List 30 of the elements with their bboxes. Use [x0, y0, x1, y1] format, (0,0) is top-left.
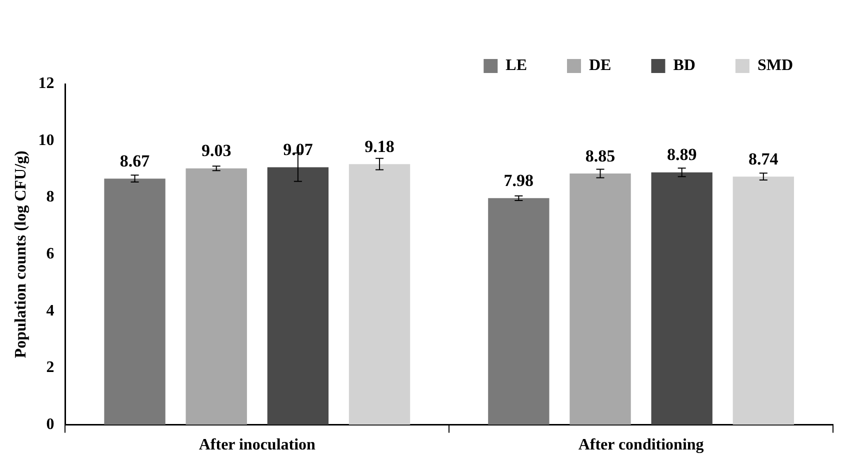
y-axis-title: Population counts (log CFU/g) — [12, 150, 30, 358]
bar — [267, 167, 329, 425]
y-tick-label: 2 — [46, 359, 54, 376]
y-tick-label: 8 — [46, 188, 54, 206]
bar — [570, 173, 631, 425]
bar — [104, 178, 166, 425]
legend-label: DE — [588, 57, 612, 74]
y-tick-label: 12 — [38, 75, 54, 92]
bar — [732, 176, 794, 425]
data-label: 8.67 — [120, 151, 150, 170]
legend-label: SMD — [757, 57, 794, 74]
legend-label: BD — [673, 57, 696, 74]
bar — [348, 164, 410, 425]
y-tick-label: 4 — [46, 302, 54, 320]
data-label: 9.03 — [201, 141, 232, 160]
bar — [651, 172, 712, 425]
data-label: 9.07 — [283, 140, 314, 160]
data-label: 8.89 — [666, 145, 697, 164]
y-tick-label: 0 — [46, 416, 54, 433]
bar — [488, 198, 550, 425]
legend-label: LE — [506, 57, 527, 74]
bar — [186, 168, 247, 425]
y-tick-label: 6 — [46, 246, 54, 263]
x-tick-label: After conditioning — [578, 436, 704, 454]
y-tick-label: 10 — [38, 132, 54, 149]
data-label: 8.74 — [748, 149, 779, 168]
data-label: 8.85 — [585, 146, 616, 166]
data-label: 9.18 — [364, 136, 394, 156]
data-label: 7.98 — [504, 171, 534, 190]
x-tick-label: After inoculation — [198, 436, 316, 454]
